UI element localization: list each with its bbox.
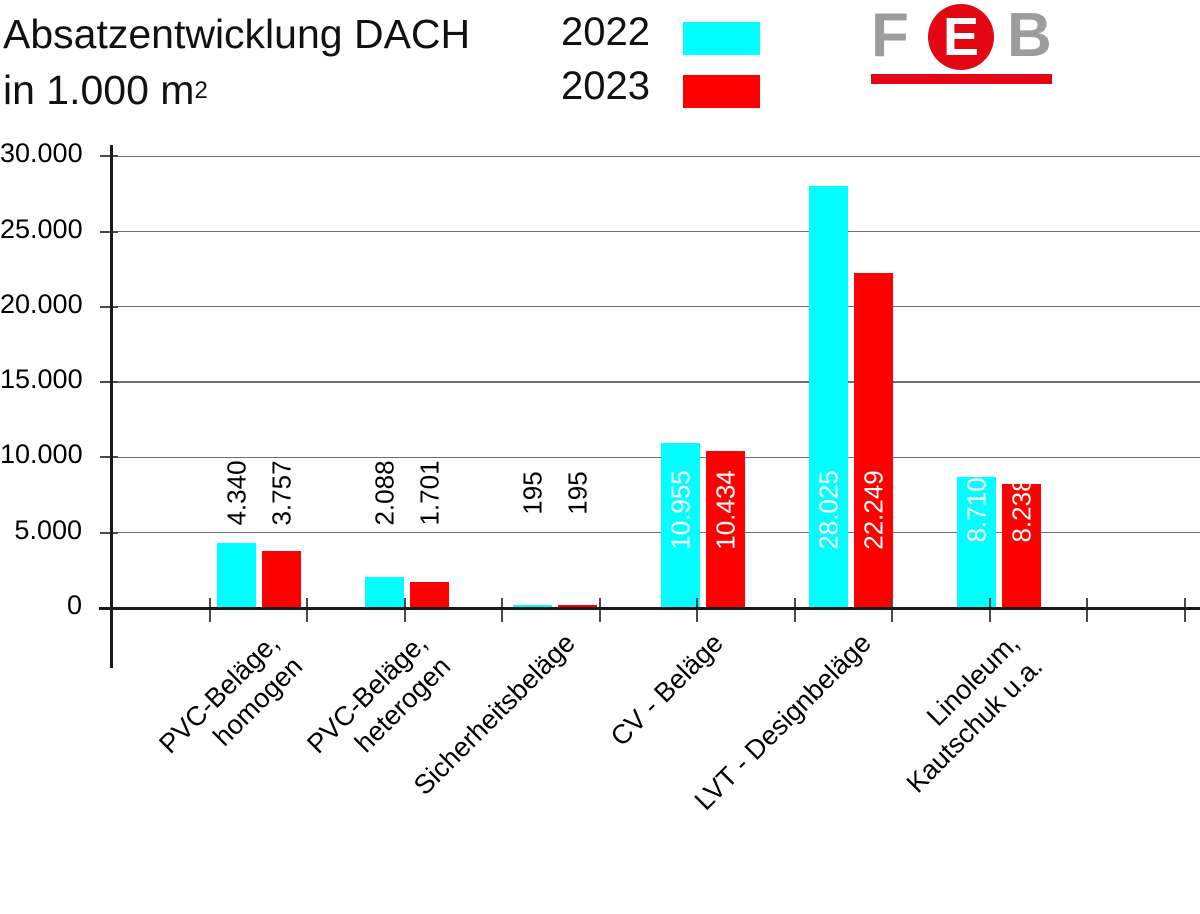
y-axis-tick-label: 10.000 (0, 439, 83, 470)
y-gridline (112, 230, 1200, 233)
value-label-2023-group4: 10.434 (710, 470, 740, 550)
value-label-2023-group3: 195 (562, 471, 592, 515)
value-label-2022-group1: 4.340 (221, 460, 251, 526)
bar-2022-group5 (809, 185, 848, 608)
category-label-group6: Linoleum, Kautschuk u.a. (900, 627, 1049, 799)
feb-logo-letter-b: B (1007, 1, 1052, 70)
y-axis-tick-label: 15.000 (0, 364, 83, 395)
chart-title-unit: in 1.000 m (3, 67, 195, 113)
x-axis-tick (1184, 598, 1186, 622)
x-axis-tick (403, 598, 406, 622)
y-axis-tick-label: 25.000 (0, 213, 83, 244)
x-axis-tick (988, 598, 991, 622)
x-axis-tick (598, 598, 601, 622)
x-axis-tick (696, 598, 699, 622)
value-label-2022-group5: 28.025 (813, 470, 843, 550)
x-axis-tick (208, 598, 211, 622)
value-label-2023-group6: 8.238 (1006, 477, 1036, 543)
feb-logo-letter-f: F (871, 1, 909, 70)
value-label-2023-group1: 3.757 (266, 460, 296, 526)
bar-2022-group4 (661, 443, 700, 608)
x-axis-tick (501, 598, 504, 622)
y-gridline (112, 155, 1200, 157)
y-axis-tick-label: 0 (66, 590, 82, 620)
y-gridline (112, 306, 1200, 308)
bar-2023-group2 (410, 582, 449, 608)
feb-logo: F E B (871, 1, 1053, 88)
value-label-2023-group2: 1.701 (414, 460, 444, 526)
x-axis-tick (306, 598, 309, 622)
feb-logo-underline (871, 74, 1052, 84)
x-axis-tick (1086, 598, 1089, 622)
y-axis-tick (100, 531, 118, 534)
y-axis-tick (100, 230, 118, 233)
feb-logo-circle-icon: E (928, 4, 994, 70)
value-label-2022-group3: 195 (517, 471, 547, 515)
value-label-2022-group4: 10.955 (665, 470, 695, 550)
chart-title-line2: in 1.000 m2 (3, 62, 470, 119)
y-axis-tick (100, 305, 118, 308)
value-label-2022-group6: 8.710 (961, 477, 991, 543)
bar-2022-group2 (365, 576, 404, 608)
category-label-group4: CV - Beläge (604, 627, 729, 752)
bar-2023-group5 (854, 272, 893, 608)
x-axis-tick (793, 598, 796, 622)
y-axis-tick (100, 381, 118, 384)
feb-logo-letter-e: E (942, 7, 980, 67)
bar-2023-group1 (262, 551, 301, 608)
x-axis-tick (891, 598, 894, 622)
chart-title-line1: Absatzentwicklung DACH (3, 11, 471, 57)
y-gridline (112, 381, 1200, 383)
y-axis-tick (100, 155, 118, 158)
legend-swatch-2023 (683, 75, 760, 108)
chart-title: Absatzentwicklung DACH in 1.000 m2 (3, 6, 470, 119)
y-gridline (112, 456, 1200, 459)
legend-label-2022: 2022 (561, 10, 650, 54)
y-axis-tick-label: 30.000 (0, 138, 83, 169)
bar-2023-group6 (1002, 483, 1041, 608)
y-gridline (112, 532, 1200, 534)
bar-2022-group6 (957, 476, 996, 608)
x-axis-line (99, 606, 1200, 610)
chart-title-superscript: 2 (194, 77, 208, 104)
bar-2022-group1 (217, 542, 256, 608)
y-axis-line (110, 145, 113, 668)
legend-label-2023: 2023 (561, 64, 650, 108)
legend-swatch-2022 (683, 22, 760, 55)
bar-2023-group4 (706, 450, 745, 608)
value-label-2022-group2: 2.088 (369, 460, 399, 526)
value-label-2023-group5: 22.249 (858, 470, 888, 550)
y-axis-tick (100, 456, 118, 459)
y-axis-tick-label: 5.000 (14, 514, 82, 545)
bar-chart: Absatzentwicklung DACH in 1.000 m2 2022 2… (0, 1, 1200, 816)
y-axis-tick-label: 20.000 (0, 288, 83, 319)
